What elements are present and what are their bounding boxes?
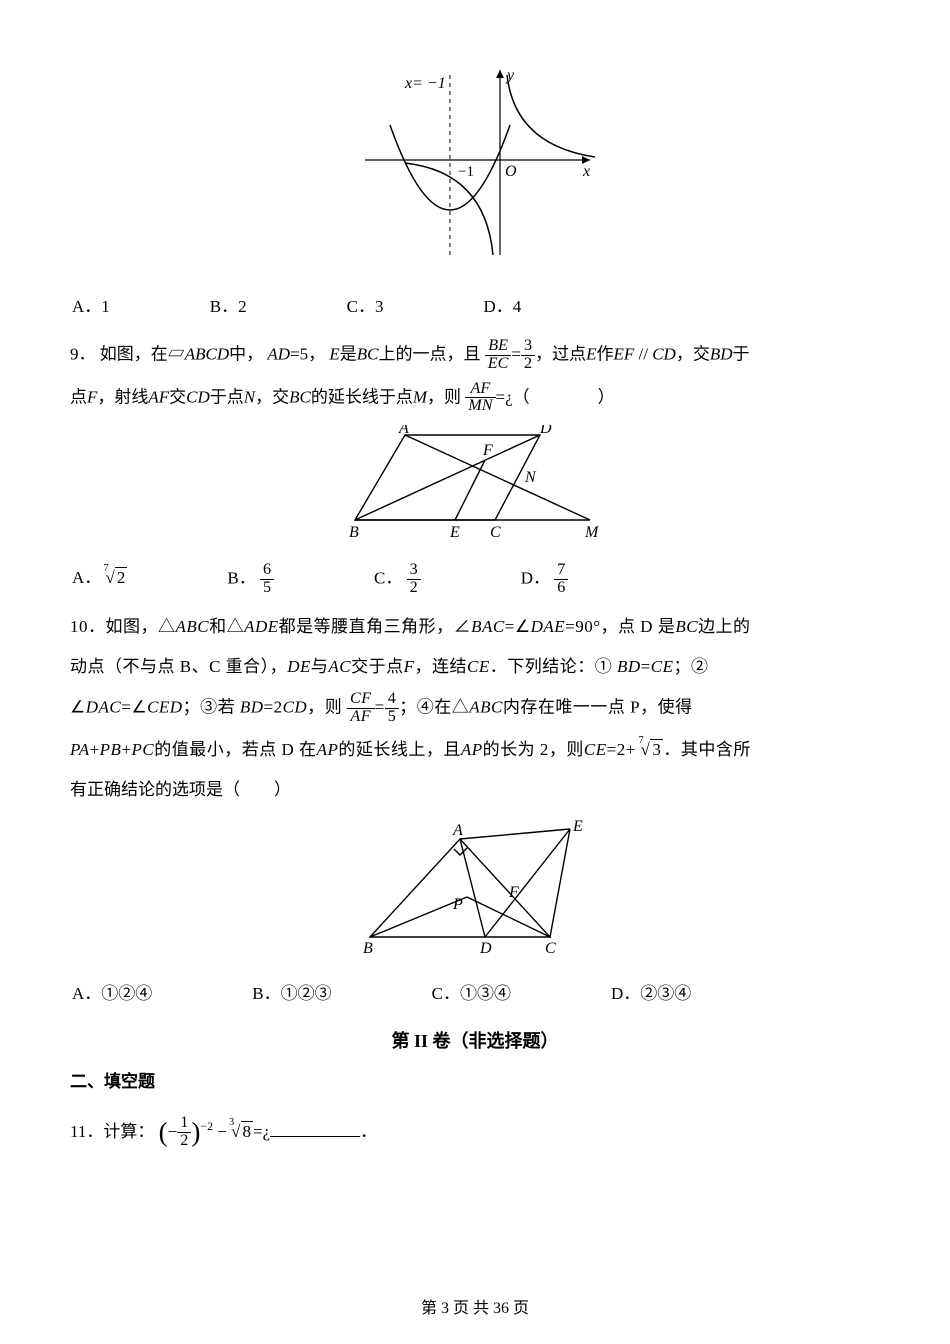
- q8-figure: x= −1 y x O −1: [70, 60, 880, 281]
- q10-choice-b: B．①②③: [252, 978, 331, 1010]
- svg-text:B: B: [349, 524, 359, 540]
- q8-graph-svg: x= −1 y x O −1: [345, 60, 605, 270]
- q10-line4: PA+PB+PC的值最小，若点 D 在AP的延长线上，且AP的长为 2，则CE=…: [70, 734, 880, 766]
- lbl-x: x: [582, 163, 590, 180]
- q8-choice-d: D．4: [483, 291, 521, 323]
- q8-choice-b: B．2: [210, 291, 247, 323]
- q8-choices: A．1 B．2 C．3 D．4: [70, 291, 880, 323]
- fill-blank-title: 二、填空题: [70, 1066, 880, 1098]
- q10-line3: ∠DAC=∠CED；③若 BD=2CD，则 CFAF=45；④在△ABC内存在唯…: [70, 691, 880, 726]
- svg-text:M: M: [584, 524, 600, 540]
- lbl-neg1: −1: [458, 164, 474, 180]
- q10-line5: 有正确结论的选项是（ ）: [70, 774, 880, 806]
- q9-choice-c: C． 32: [374, 562, 421, 597]
- q10-choice-c: C．①③④: [432, 978, 511, 1010]
- q10-figure: A E P F B D C: [70, 817, 880, 968]
- q9-line1: 9． 如图，在▱ABCD中， AD=5， E是BC上的一点，且 BEEC=32，…: [70, 338, 880, 373]
- q9-number: 9．: [70, 344, 96, 363]
- q11: 11．计算： (−12)−2 − 3 √8 =¿．: [70, 1107, 880, 1159]
- lbl-x-eq: x= −1: [404, 75, 446, 92]
- section-ii-title: 第 II 卷（非选择题）: [70, 1024, 880, 1058]
- svg-text:F: F: [508, 884, 519, 901]
- q10-choices: A．①②④ B．①②③ C．①③④ D．②③④: [70, 978, 880, 1010]
- svg-text:E: E: [449, 524, 460, 540]
- svg-text:E: E: [572, 818, 583, 835]
- svg-text:A: A: [398, 425, 409, 437]
- lbl-O: O: [505, 163, 517, 180]
- svg-text:C: C: [545, 940, 556, 957]
- q9-line2: 点F，射线AF交CD于点N，交BC的延长线于点M，则 AFMN=¿（ ）: [70, 381, 880, 416]
- lbl-y: y: [505, 67, 515, 84]
- page-footer: 第 3 页 共 36 页: [0, 1294, 950, 1324]
- q9-choices: A． 7 √2 B． 65 C． 32 D． 76: [70, 562, 880, 597]
- q9-svg: A D F N B E C M: [335, 425, 615, 540]
- svg-text:F: F: [482, 442, 493, 459]
- svg-text:P: P: [452, 896, 463, 913]
- svg-text:N: N: [524, 469, 537, 486]
- svg-text:D: D: [479, 940, 492, 957]
- svg-text:D: D: [539, 425, 552, 437]
- q10-choice-d: D．②③④: [611, 978, 691, 1010]
- q10-line1: 10．如图，△ABC和△ADE都是等腰直角三角形，∠BAC=∠DAE=90°，点…: [70, 611, 880, 643]
- q10-line2: 动点（不与点 B、C 重合），DE与AC交于点F，连结CE．下列结论：① BD=…: [70, 651, 880, 683]
- q9-choice-a: A． 7 √2: [72, 562, 127, 597]
- q8-choice-c: C．3: [347, 291, 384, 323]
- q9-figure: A D F N B E C M: [70, 425, 880, 551]
- svg-text:B: B: [363, 940, 373, 957]
- q8-choice-a: A．1: [72, 291, 110, 323]
- q9-choice-b: B． 65: [227, 562, 274, 597]
- q11-blank: [270, 1120, 360, 1137]
- q10-svg: A E P F B D C: [355, 817, 595, 957]
- q9-choice-d: D． 76: [521, 562, 569, 597]
- svg-text:A: A: [452, 822, 463, 839]
- svg-text:C: C: [490, 524, 501, 540]
- q10-choice-a: A．①②④: [72, 978, 152, 1010]
